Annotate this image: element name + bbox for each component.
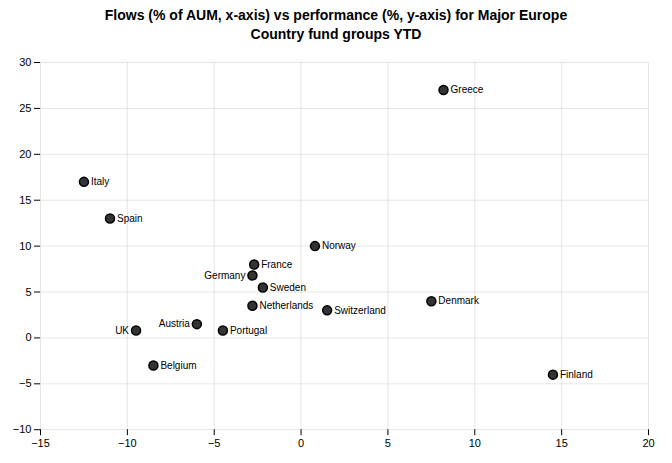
svg-text:5: 5 <box>385 436 391 448</box>
svg-text:Switzerland: Switzerland <box>334 304 386 315</box>
svg-text:Portugal: Portugal <box>230 325 267 336</box>
svg-text:5: 5 <box>25 285 31 297</box>
svg-text:Austria: Austria <box>159 318 191 329</box>
svg-text:30: 30 <box>19 56 31 68</box>
svg-text:Greece: Greece <box>451 84 484 95</box>
svg-text:−10: −10 <box>118 436 137 448</box>
svg-text:Denmark: Denmark <box>438 295 480 306</box>
svg-text:−10: −10 <box>13 423 32 435</box>
svg-text:15: 15 <box>556 436 568 448</box>
svg-text:Netherlands: Netherlands <box>259 300 313 311</box>
svg-text:France: France <box>261 258 293 269</box>
svg-text:−5: −5 <box>19 377 32 389</box>
svg-text:−15: −15 <box>31 436 50 448</box>
html-text:Flows (% of AUM, x-axis) vs pe: Flows (% of AUM, x-axis) vs performance … <box>104 7 568 42</box>
svg-text:−5: −5 <box>208 436 221 448</box>
svg-text:Spain: Spain <box>117 213 143 224</box>
svg-text:Sweden: Sweden <box>270 281 306 292</box>
svg-text:20: 20 <box>19 148 31 160</box>
svg-text:Finland: Finland <box>560 369 593 380</box>
svg-text:25: 25 <box>19 102 31 114</box>
svg-text:0: 0 <box>25 331 31 343</box>
svg-text:Germany: Germany <box>204 269 245 280</box>
svg-text:Italy: Italy <box>91 176 109 187</box>
svg-text:20: 20 <box>642 436 654 448</box>
svg-text:Belgium: Belgium <box>160 359 196 370</box>
svg-text:0: 0 <box>298 436 304 448</box>
svg-text:UK: UK <box>115 325 129 336</box>
svg-text:10: 10 <box>469 436 481 448</box>
svg-text:10: 10 <box>19 239 31 251</box>
svg-text:15: 15 <box>19 194 31 206</box>
svg-text:Norway: Norway <box>322 240 356 251</box>
